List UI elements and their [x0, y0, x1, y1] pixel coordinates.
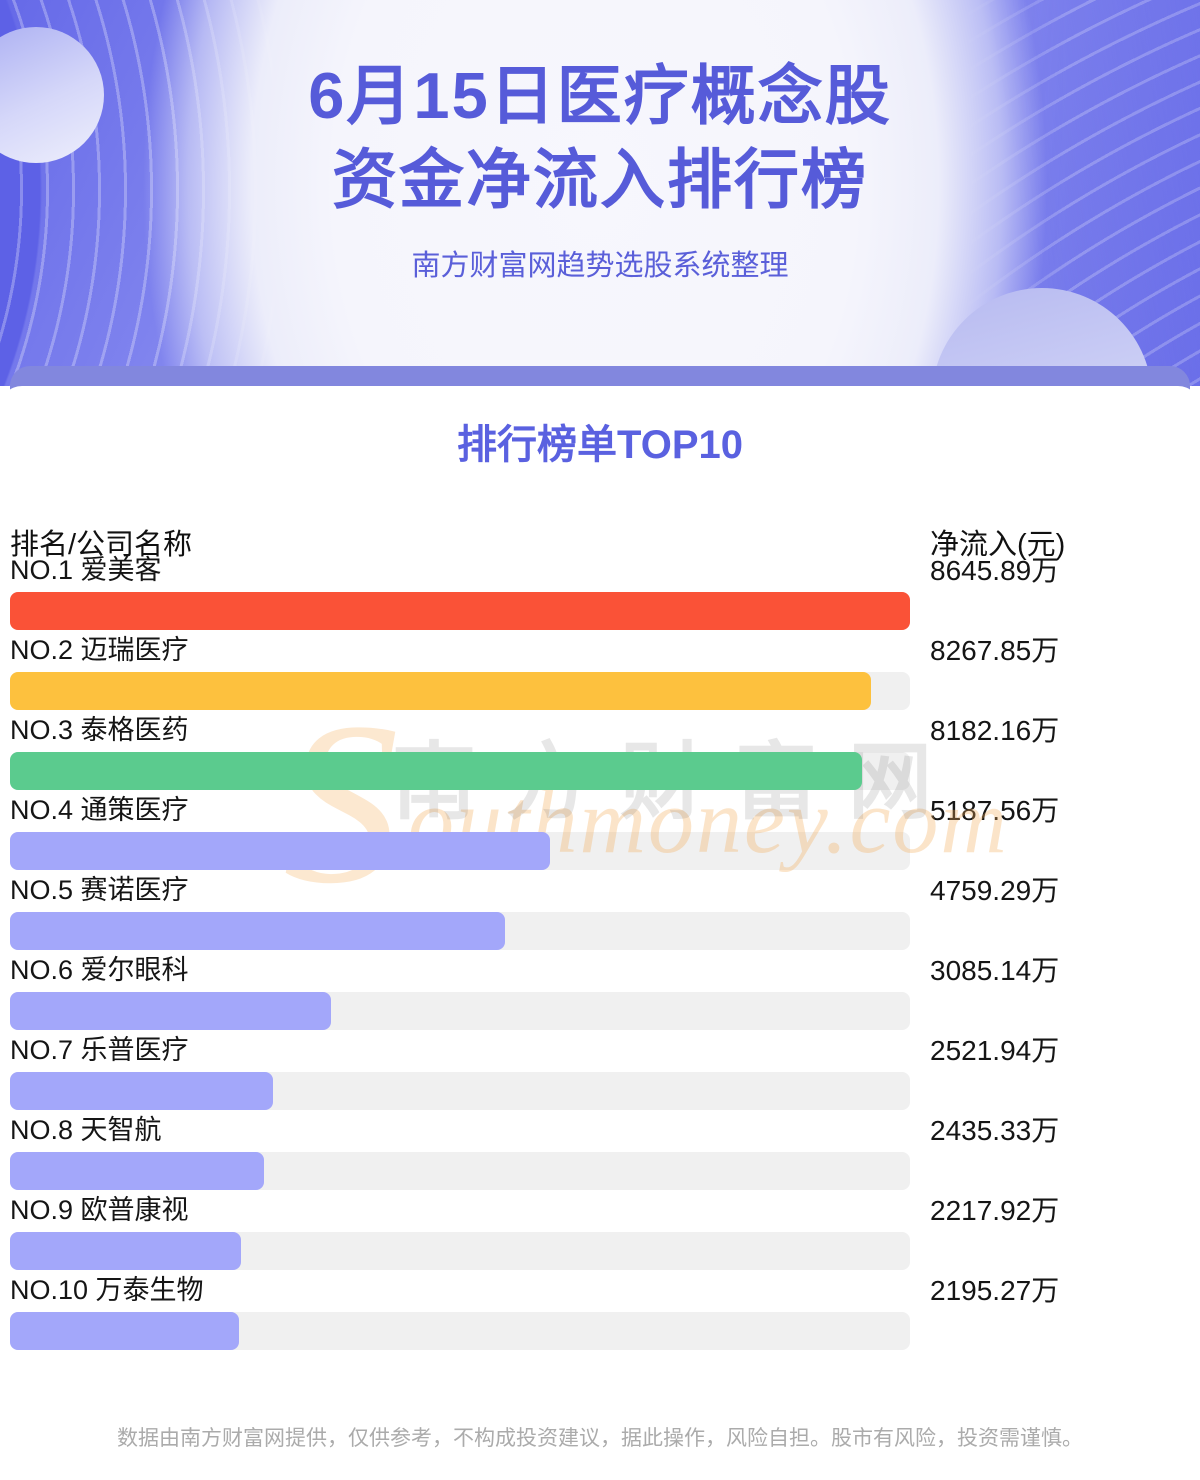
rank-label: NO.7 乐普医疗: [10, 1035, 189, 1065]
net-inflow-value: 8267.85万: [930, 635, 1060, 666]
bar-track: [10, 752, 910, 790]
rank-label: NO.9 欧普康视: [10, 1195, 189, 1225]
rank-row: NO.8 天智航 2435.33万: [10, 1116, 1190, 1196]
bar-track: [10, 992, 910, 1030]
rank-label: NO.6 爱尔眼科: [10, 955, 189, 985]
rank-row: NO.3 泰格医药 8182.16万: [10, 716, 1190, 796]
bar-fill: [10, 592, 910, 630]
page-title: 6月15日医疗概念股 资金净流入排行榜: [0, 0, 1200, 222]
bar-fill: [10, 912, 506, 950]
bar-fill: [10, 1232, 241, 1270]
rank-row: NO.7 乐普医疗 2521.94万: [10, 1036, 1190, 1116]
rank-label: NO.2 迈瑞医疗: [10, 635, 189, 665]
rank-row: NO.10 万泰生物 2195.27万: [10, 1276, 1190, 1356]
net-inflow-value: 8182.16万: [930, 715, 1060, 746]
rank-row: NO.1 爱美客 8645.89万: [10, 556, 1190, 636]
section-title: 排行榜单TOP10: [457, 423, 743, 467]
rank-row: NO.6 爱尔眼科 3085.14万: [10, 956, 1190, 1036]
rank-label: NO.8 天智航: [10, 1115, 162, 1145]
page-title-line2: 资金净流入排行榜: [331, 143, 868, 216]
bar-track: [10, 1312, 910, 1350]
rank-label: NO.10 万泰生物: [10, 1275, 204, 1305]
rank-row: NO.5 赛诺医疗 4759.29万: [10, 876, 1190, 956]
net-inflow-value: 3085.14万: [930, 955, 1060, 986]
net-inflow-value: 2521.94万: [930, 1035, 1060, 1066]
column-header-rank: 排名/公司名称: [10, 529, 193, 561]
rank-label: NO.3 泰格医药: [10, 715, 189, 745]
rank-label: NO.4 通策医疗: [10, 795, 189, 825]
bar-fill: [10, 1072, 273, 1110]
rank-row: NO.9 欧普康视 2217.92万: [10, 1196, 1190, 1276]
net-inflow-value: 4759.29万: [930, 875, 1060, 906]
bar-fill: [10, 752, 862, 790]
net-inflow-value: 2217.92万: [930, 1195, 1060, 1226]
bar-track: [10, 832, 910, 870]
decor-circle-top-left: [0, 27, 104, 163]
net-inflow-value: 8645.89万: [930, 555, 1060, 586]
net-inflow-value: 2435.33万: [930, 1115, 1060, 1146]
bar-track: [10, 1232, 910, 1270]
rank-row: NO.4 通策医疗 5187.56万: [10, 796, 1190, 876]
bar-track: [10, 912, 910, 950]
page-title-line1: 6月15日医疗概念股: [308, 59, 892, 132]
bar-track: [10, 672, 910, 710]
bar-fill: [10, 992, 332, 1030]
rank-label: NO.1 爱美客: [10, 555, 162, 585]
page-subtitle: 南方财富网趋势选股系统整理: [411, 250, 789, 282]
bar-track: [10, 1152, 910, 1190]
hero-banner: 6月15日医疗概念股 资金净流入排行榜 南方财富网趋势选股系统整理: [0, 0, 1200, 386]
net-inflow-value: 5187.56万: [930, 795, 1060, 826]
bar-fill: [10, 1312, 239, 1350]
bar-fill: [10, 832, 550, 870]
bar-track: [10, 1072, 910, 1110]
bar-fill: [10, 1152, 264, 1190]
disclaimer-text: 数据由南方财富网提供，仅供参考，不构成投资建议，据此操作，风险自担。股市有风险，…: [117, 1427, 1083, 1450]
rank-row: NO.2 迈瑞医疗 8267.85万: [10, 636, 1190, 716]
net-inflow-value: 2195.27万: [930, 1275, 1060, 1306]
bar-fill: [10, 672, 871, 710]
column-header-value: 净流入(元): [930, 529, 1066, 561]
bar-track: [10, 592, 910, 630]
rank-label: NO.5 赛诺医疗: [10, 875, 189, 905]
